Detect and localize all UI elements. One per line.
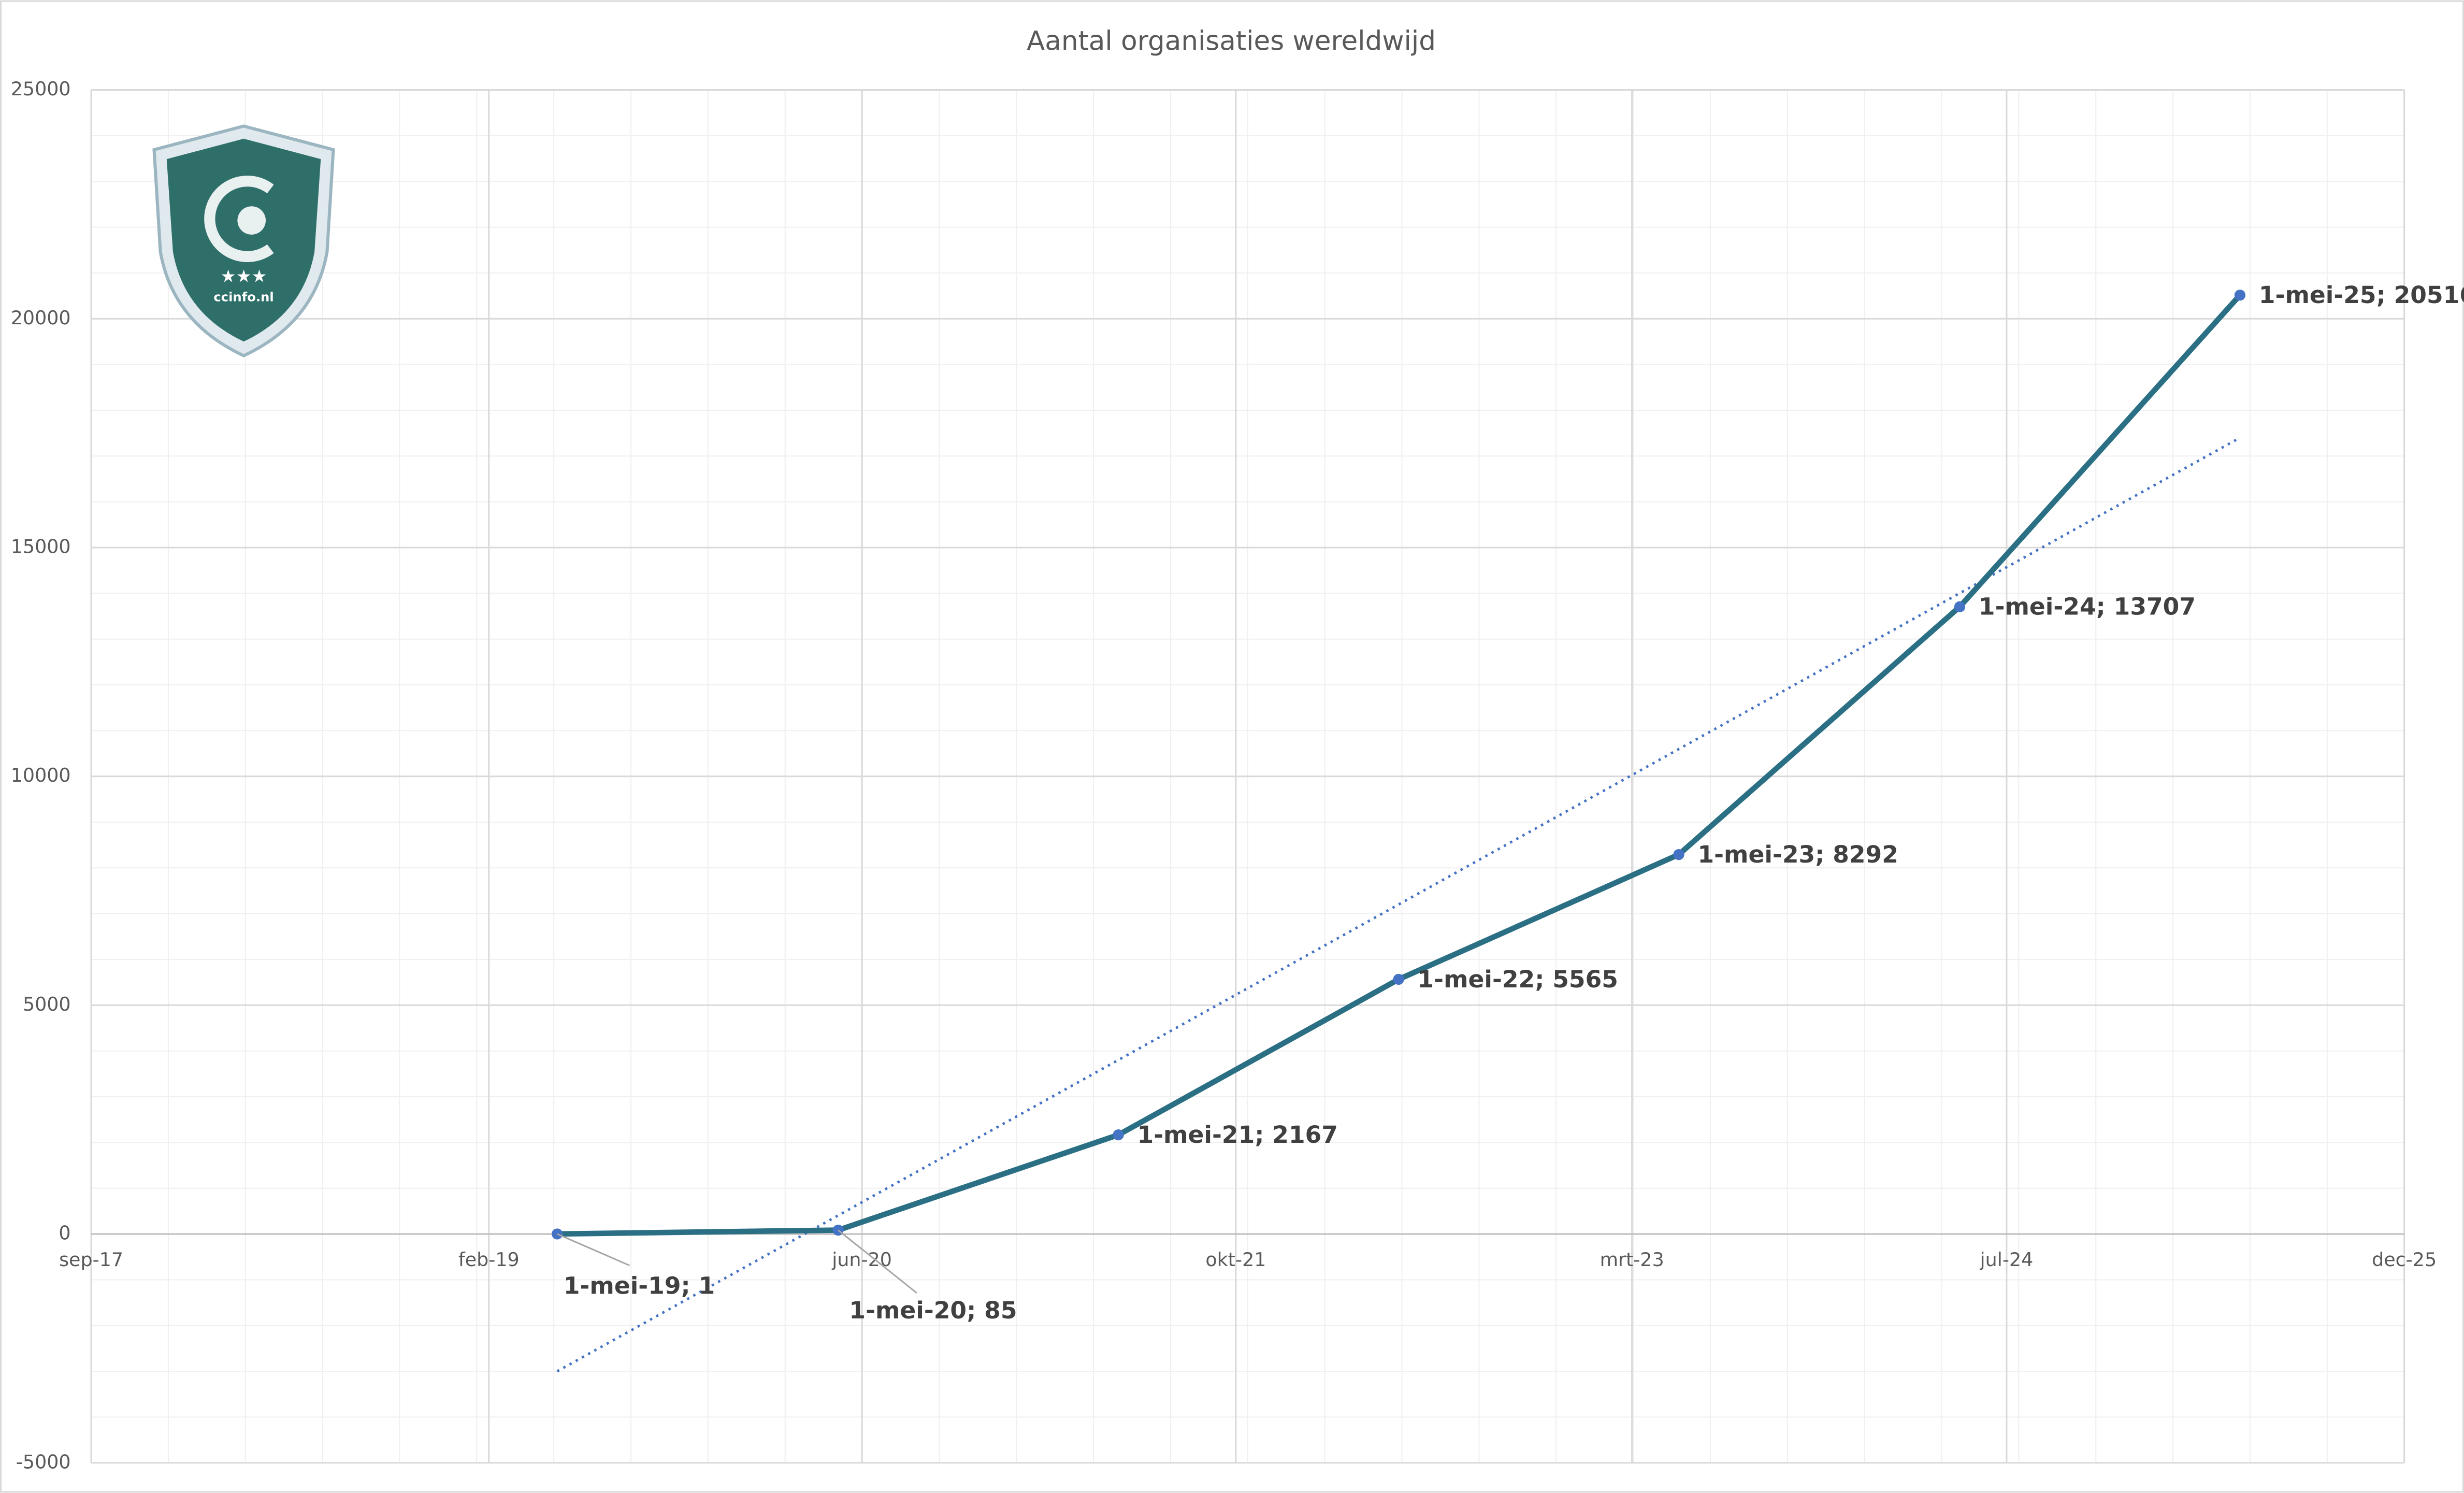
x-tick-label: sep-17: [59, 1248, 123, 1271]
logo-stars: ★★★: [221, 266, 267, 286]
data-label: 1-mei-21; 2167: [1137, 1121, 1338, 1149]
y-tick-label: 0: [59, 1222, 70, 1244]
leader-line: [557, 1233, 630, 1267]
logo-globe: [237, 206, 266, 235]
y-tick-label: 25000: [11, 78, 71, 100]
data-label: 1-mei-19; 1: [564, 1272, 715, 1300]
y-tick-label: 10000: [11, 764, 71, 786]
trendline: [556, 436, 2241, 1373]
data-point: [1113, 1129, 1124, 1141]
data-point: [1393, 973, 1404, 985]
leader-line: [838, 1229, 917, 1294]
logo-text: ccinfo.nl: [213, 289, 273, 304]
logo-c: [204, 176, 274, 262]
logo-shield: [166, 138, 321, 342]
data-label: 1-mei-22; 5565: [1418, 966, 1618, 993]
y-tick-label: 20000: [11, 307, 71, 329]
chart-title: Aantal organisaties wereldwijd: [1027, 26, 1436, 57]
data-label: 1-mei-20; 85: [849, 1297, 1017, 1324]
x-tick-label: jul-24: [1980, 1248, 2034, 1271]
y-tick-label: -5000: [16, 1451, 71, 1473]
x-tick-label: mrt-23: [1600, 1248, 1664, 1271]
x-tick-label: okt-21: [1205, 1248, 1266, 1271]
x-tick-label: feb-19: [458, 1248, 520, 1271]
y-tick-label: 15000: [11, 535, 71, 557]
data-label: 1-mei-24; 13707: [1979, 593, 2196, 621]
data-point: [1954, 601, 1966, 612]
plot-area: -5000 0 5000 10000 15000 20000 25000 sep-17 feb-…: [11, 78, 2464, 1473]
logo: ★★★ ccinfo.nl: [152, 124, 335, 357]
x-tick-label: dec-25: [2372, 1248, 2437, 1271]
data-label: 1-mei-23; 8292: [1697, 841, 1898, 868]
x-tick-label: jun-20: [831, 1248, 892, 1271]
data-point: [2234, 290, 2246, 301]
data-label: 1-mei-25; 20516: [2259, 281, 2464, 309]
y-tick-label: 5000: [23, 993, 71, 1015]
data-point: [1673, 849, 1684, 860]
